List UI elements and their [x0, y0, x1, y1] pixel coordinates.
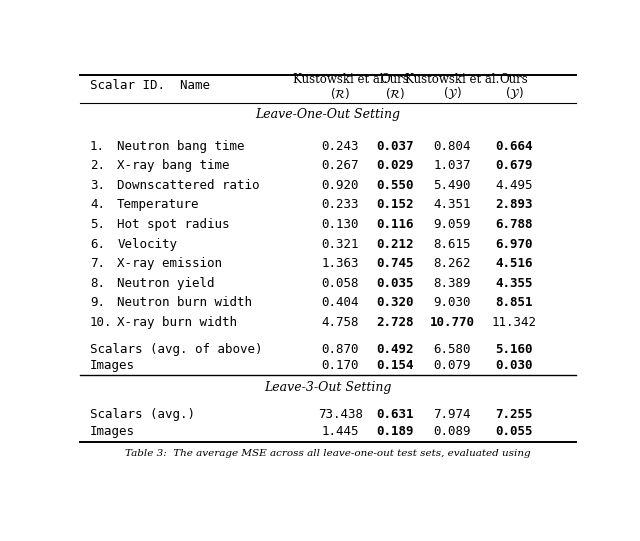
Text: 8.389: 8.389	[433, 277, 471, 290]
Text: Scalars (avg. of above): Scalars (avg. of above)	[90, 343, 262, 356]
Text: 8.851: 8.851	[495, 296, 532, 309]
Text: Kustowski et al.: Kustowski et al.	[405, 73, 499, 86]
Text: 0.116: 0.116	[376, 218, 413, 231]
Text: 0.745: 0.745	[376, 257, 413, 270]
Text: 0.079: 0.079	[433, 359, 471, 372]
Text: 10.770: 10.770	[429, 316, 474, 329]
Text: 8.262: 8.262	[433, 257, 471, 270]
Text: 0.492: 0.492	[376, 343, 413, 356]
Text: 4.758: 4.758	[322, 316, 359, 329]
Text: 0.321: 0.321	[322, 237, 359, 250]
Text: $(\mathcal{R})$: $(\mathcal{R})$	[385, 86, 405, 101]
Text: 0.152: 0.152	[376, 199, 413, 212]
Text: 9.: 9.	[90, 296, 105, 309]
Text: $(\mathcal{R})$: $(\mathcal{R})$	[330, 86, 351, 101]
Text: 0.189: 0.189	[376, 425, 413, 438]
Text: 0.550: 0.550	[376, 179, 413, 192]
Text: 1.363: 1.363	[322, 257, 359, 270]
Text: 9.059: 9.059	[433, 218, 471, 231]
Text: 1.037: 1.037	[433, 159, 471, 172]
Text: Downscattered ratio: Downscattered ratio	[117, 179, 260, 192]
Text: 4.351: 4.351	[433, 199, 471, 212]
Text: 0.130: 0.130	[322, 218, 359, 231]
Text: 0.029: 0.029	[376, 159, 413, 172]
Text: 2.: 2.	[90, 159, 105, 172]
Text: 6.970: 6.970	[495, 237, 532, 250]
Text: 6.788: 6.788	[495, 218, 532, 231]
Text: 2.728: 2.728	[376, 316, 413, 329]
Text: Images: Images	[90, 425, 135, 438]
Text: 0.320: 0.320	[376, 296, 413, 309]
Text: 0.154: 0.154	[376, 359, 413, 372]
Text: Kustowski et al.: Kustowski et al.	[293, 73, 388, 86]
Text: 4.516: 4.516	[495, 257, 532, 270]
Text: 1.445: 1.445	[322, 425, 359, 438]
Text: 3.: 3.	[90, 179, 105, 192]
Text: Images: Images	[90, 359, 135, 372]
Text: X-ray burn width: X-ray burn width	[117, 316, 237, 329]
Text: 0.870: 0.870	[322, 343, 359, 356]
Text: 0.055: 0.055	[495, 425, 532, 438]
Text: 4.355: 4.355	[495, 277, 532, 290]
Text: 0.058: 0.058	[322, 277, 359, 290]
Text: 0.212: 0.212	[376, 237, 413, 250]
Text: 0.030: 0.030	[495, 359, 532, 372]
Text: 0.170: 0.170	[322, 359, 359, 372]
Text: 0.035: 0.035	[376, 277, 413, 290]
Text: $(\mathcal{Y})$: $(\mathcal{Y})$	[443, 85, 461, 102]
Text: Ours: Ours	[500, 73, 529, 86]
Text: 5.: 5.	[90, 218, 105, 231]
Text: 9.030: 9.030	[433, 296, 471, 309]
Text: Ours: Ours	[381, 73, 410, 86]
Text: 0.631: 0.631	[376, 408, 413, 421]
Text: 7.974: 7.974	[433, 408, 471, 421]
Text: 0.664: 0.664	[495, 140, 532, 153]
Text: Leave-One-Out Setting: Leave-One-Out Setting	[255, 108, 401, 121]
Text: 8.615: 8.615	[433, 237, 471, 250]
Text: Leave-3-Out Setting: Leave-3-Out Setting	[264, 381, 392, 394]
Text: 4.495: 4.495	[495, 179, 532, 192]
Text: X-ray emission: X-ray emission	[117, 257, 222, 270]
Text: 0.233: 0.233	[322, 199, 359, 212]
Text: 0.243: 0.243	[322, 140, 359, 153]
Text: Neutron yield: Neutron yield	[117, 277, 214, 290]
Text: 8.: 8.	[90, 277, 105, 290]
Text: 0.679: 0.679	[495, 159, 532, 172]
Text: Scalar ID.  Name: Scalar ID. Name	[90, 78, 210, 91]
Text: 7.: 7.	[90, 257, 105, 270]
Text: $(\mathcal{Y})$: $(\mathcal{Y})$	[505, 85, 524, 102]
Text: 0.404: 0.404	[322, 296, 359, 309]
Text: 6.: 6.	[90, 237, 105, 250]
Text: 10.: 10.	[90, 316, 113, 329]
Text: 73.438: 73.438	[318, 408, 363, 421]
Text: Table 3:  The average MSE across all leave-one-out test sets, evaluated using: Table 3: The average MSE across all leav…	[125, 449, 531, 458]
Text: 2.893: 2.893	[495, 199, 532, 212]
Text: 0.037: 0.037	[376, 140, 413, 153]
Text: Velocity: Velocity	[117, 237, 177, 250]
Text: Neutron burn width: Neutron burn width	[117, 296, 252, 309]
Text: 4.: 4.	[90, 199, 105, 212]
Text: 11.342: 11.342	[492, 316, 536, 329]
Text: 0.804: 0.804	[433, 140, 471, 153]
Text: 0.267: 0.267	[322, 159, 359, 172]
Text: 0.920: 0.920	[322, 179, 359, 192]
Text: Temperature: Temperature	[117, 199, 200, 212]
Text: 1.: 1.	[90, 140, 105, 153]
Text: 5.490: 5.490	[433, 179, 471, 192]
Text: Hot spot radius: Hot spot radius	[117, 218, 230, 231]
Text: 5.160: 5.160	[495, 343, 532, 356]
Text: 7.255: 7.255	[495, 408, 532, 421]
Text: Neutron bang time: Neutron bang time	[117, 140, 244, 153]
Text: Scalars (avg.): Scalars (avg.)	[90, 408, 195, 421]
Text: 6.580: 6.580	[433, 343, 471, 356]
Text: 0.089: 0.089	[433, 425, 471, 438]
Text: X-ray bang time: X-ray bang time	[117, 159, 230, 172]
